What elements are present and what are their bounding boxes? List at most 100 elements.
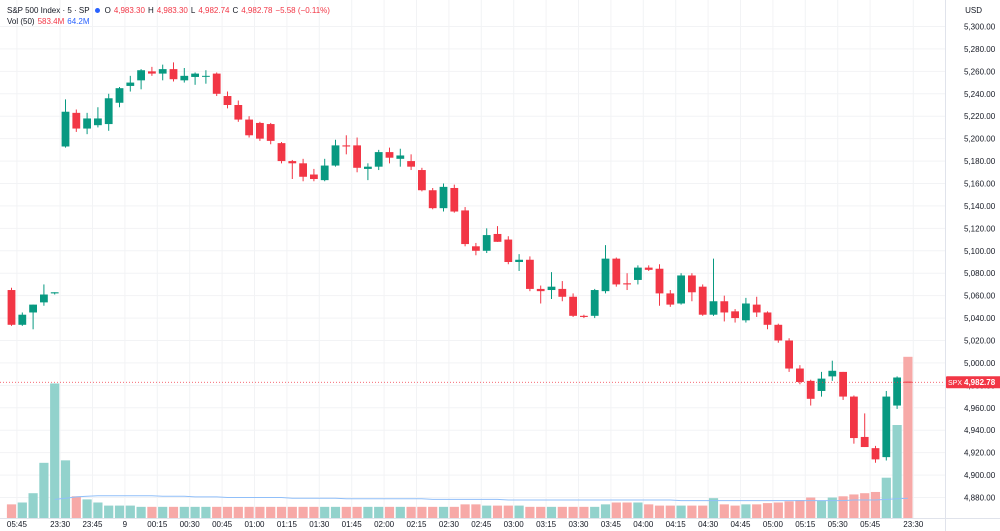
volume-bar xyxy=(773,502,783,518)
candle-body xyxy=(212,73,221,94)
volume-bar xyxy=(363,506,373,518)
volume-bar xyxy=(579,506,589,518)
x-tick-label: 04:00 xyxy=(633,520,654,529)
candle-body xyxy=(115,88,124,103)
candle-body xyxy=(148,71,156,74)
candle-body xyxy=(580,315,588,317)
x-tick-label: 01:15 xyxy=(277,520,298,529)
volume-bar xyxy=(50,383,60,518)
candle-body xyxy=(191,73,199,77)
volume-bar xyxy=(298,506,308,518)
volume-bar xyxy=(568,506,578,518)
volume-bar xyxy=(482,505,492,518)
y-tick-label: 4,880.00 xyxy=(964,494,996,503)
x-tick-label: 23:45 xyxy=(82,520,103,529)
volume-bar xyxy=(190,506,200,518)
candle-body xyxy=(731,311,739,319)
candle-body xyxy=(493,233,502,242)
candle-body xyxy=(634,267,642,280)
legend-symbol[interactable]: S&P 500 Index · 5 · SP xyxy=(7,6,90,15)
volume-bar xyxy=(39,462,49,518)
volume-bar xyxy=(881,477,891,518)
currency-label[interactable]: USD xyxy=(965,6,982,15)
market-status-icon xyxy=(94,8,100,13)
volume-bar xyxy=(687,505,697,518)
volume-bar xyxy=(730,505,740,518)
candle-body xyxy=(709,301,718,315)
x-tick-label: 02:00 xyxy=(374,520,395,529)
volume-bar xyxy=(255,506,265,518)
candle-body xyxy=(850,396,858,439)
volume-bar xyxy=(28,493,38,518)
candle-body xyxy=(29,304,37,313)
candle-body xyxy=(396,155,405,159)
candle-body xyxy=(169,69,178,80)
volume-bar xyxy=(179,506,189,518)
candle-body xyxy=(860,436,869,448)
volume-bar xyxy=(838,496,848,518)
legend-vol-label[interactable]: Vol (50) xyxy=(7,17,35,26)
x-tick-label: 23:30 xyxy=(903,520,924,529)
x-tick-label: 03:45 xyxy=(601,520,622,529)
legend-high: 4,983.30 xyxy=(156,6,188,15)
volume-bar xyxy=(870,491,881,518)
y-tick-label: 5,100.00 xyxy=(964,247,996,256)
y-tick-label: 5,080.00 xyxy=(964,269,996,278)
y-tick-label: 5,160.00 xyxy=(964,180,996,189)
candle-body xyxy=(374,152,383,167)
candle-body xyxy=(526,259,534,289)
y-tick-label: 4,920.00 xyxy=(964,449,996,458)
y-tick-label: 5,000.00 xyxy=(964,359,996,368)
volume-bar xyxy=(309,506,319,518)
candle-body xyxy=(158,69,167,74)
volume-bar xyxy=(816,500,827,518)
candle-body xyxy=(569,296,577,316)
legend-volume-row: Vol (50) 583.4M 64.2M xyxy=(7,16,330,27)
volume-bar xyxy=(644,504,654,518)
candle-body xyxy=(72,112,81,129)
x-tick-label: 03:30 xyxy=(568,520,589,529)
volume-bar xyxy=(514,505,524,518)
candle-body xyxy=(364,166,372,169)
candle-body xyxy=(590,290,599,316)
volume-bar xyxy=(168,506,179,518)
volume-bar xyxy=(557,506,567,518)
candle-body xyxy=(536,288,545,292)
volume-bar xyxy=(492,505,503,518)
volume-bar xyxy=(136,506,146,518)
candle-body xyxy=(331,145,340,166)
volume-bar xyxy=(244,506,254,518)
x-tick-label: 02:30 xyxy=(439,520,460,529)
volume-bar xyxy=(600,504,611,518)
x-tick-label: 01:30 xyxy=(309,520,330,529)
x-tick-label: 04:15 xyxy=(666,520,687,529)
candle-body xyxy=(126,82,135,86)
legend-vol-value: 583.4M xyxy=(37,17,65,26)
volume-bar xyxy=(849,494,859,518)
volume-bar xyxy=(212,506,222,518)
x-tick-label: 05:00 xyxy=(763,520,784,529)
candle-body xyxy=(644,267,653,270)
volume-bar xyxy=(60,460,71,518)
volume-bar xyxy=(330,506,341,518)
candle-body xyxy=(720,301,729,313)
volume-bar xyxy=(590,506,600,518)
candle-body xyxy=(223,96,232,105)
x-tick-label: 05:45 xyxy=(7,520,28,529)
candle-body xyxy=(882,396,891,458)
volume-bar xyxy=(158,506,168,518)
candle-body xyxy=(320,165,329,181)
volume-bar xyxy=(93,502,103,518)
volume-bar xyxy=(795,500,805,518)
legend-change: −5.58 (−0.11%) xyxy=(275,6,330,15)
candle-body xyxy=(871,448,880,460)
candle-body xyxy=(353,145,361,168)
candle-body xyxy=(234,105,243,120)
candle-body xyxy=(180,75,189,81)
x-tick-label: 02:15 xyxy=(406,520,427,529)
y-tick-label: 5,260.00 xyxy=(964,67,996,76)
volume-bar xyxy=(546,506,557,518)
volume-bar xyxy=(374,506,384,518)
volume-bar xyxy=(104,505,114,518)
